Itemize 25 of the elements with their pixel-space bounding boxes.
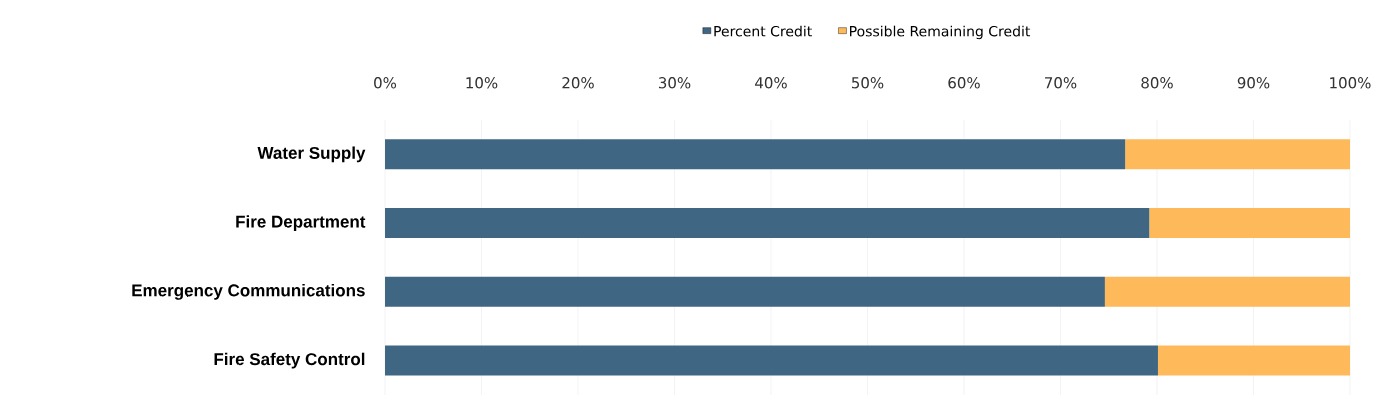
y-tick-label: Water Supply (257, 146, 366, 163)
x-tick-label: 70% (1045, 77, 1077, 89)
bar (385, 345, 1158, 376)
x-tick-label: 20% (562, 77, 594, 89)
x-tick-label: 50% (851, 77, 884, 89)
x-tick-label: 30% (658, 77, 691, 89)
bar (1157, 345, 1350, 376)
bar (385, 139, 1126, 170)
x-tick-label: 90% (1237, 77, 1270, 89)
bar (1149, 208, 1350, 239)
bar (1104, 276, 1350, 307)
legend-label: Percent Credit (714, 25, 812, 37)
y-tick-label: Fire Safety Control (214, 352, 365, 369)
x-tick-label: 0% (374, 77, 397, 89)
bar (385, 208, 1150, 239)
x-tick-label: 100% (1330, 77, 1371, 89)
x-tick-label: 80% (1141, 77, 1173, 89)
x-tick-label: 60% (948, 77, 980, 89)
x-tick-label: 10% (466, 77, 498, 89)
bar (1125, 139, 1350, 170)
y-tick-label: Emergency Communications (132, 283, 365, 300)
y-tick-label: Fire Department (236, 215, 366, 232)
legend-label: Possible Remaining Credit (850, 25, 1031, 40)
bar (385, 276, 1105, 307)
x-tick-label: 40% (755, 77, 787, 89)
